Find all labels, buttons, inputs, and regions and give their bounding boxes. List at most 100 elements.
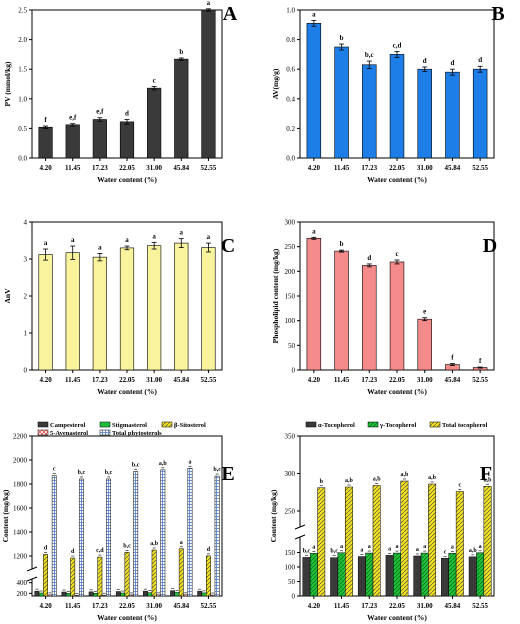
panel-E: 200 400 1200 1400 1600 1800 2000 2200 d c 4.20 d b,c… [1,421,235,622]
x-tick-label: 17.23 [361,602,377,610]
significance-label: a [388,546,391,552]
y-tick-label: 400 [17,579,28,587]
x-tick-label: 4.20 [39,602,52,610]
bar [174,242,189,371]
y-tick-label: 100 [285,317,296,325]
bar [119,121,135,159]
legend-label: γ-Tocopherol [379,422,416,429]
bar [147,87,162,159]
bar [389,54,405,159]
y-tick-label: 250 [285,243,296,251]
y-tick-label: 150 [285,549,296,557]
panel-D: 0 50 100 150 200 250 300 a 4.20 b 11.45 d 17.23 c 22.0… [271,219,497,397]
bar [372,485,381,597]
significance-label: a [451,544,454,550]
bar [97,556,103,597]
bar [337,552,346,597]
bar [472,68,488,159]
bar [61,591,67,597]
significance-label: d [423,57,427,65]
significance-label: a [479,544,482,550]
significance-label: a [152,232,156,240]
y-tick-label: 200 [17,590,28,598]
bar [197,590,203,597]
significance-label: d [207,547,211,553]
significance-label: c,d [393,41,402,49]
significance-label: a [207,233,211,241]
bar [476,552,485,597]
significance-label: a [396,544,399,550]
x-tick-label: 52.55 [472,164,488,172]
x-tick-label: 22.05 [389,164,405,172]
axis-break-mark [294,524,306,530]
significance-label: c [458,483,461,489]
y-tick-label: 4 [24,219,28,227]
y-tick-label: 200 [285,268,296,276]
bar [417,68,432,159]
x-tick-label: 31.00 [417,164,433,172]
bar [174,592,180,597]
bar [309,553,318,597]
significance-label: b,c [78,470,86,476]
x-axis-label: Water content (%) [367,175,427,184]
panel-letter: E [221,463,234,485]
bar [34,590,40,597]
significance-label: a [416,547,419,553]
bar [417,318,432,371]
legend-label: 5-Avenasterol [50,430,88,437]
y-axis-label: Content (mg/kg) [1,489,10,542]
legend-swatch [367,421,379,428]
bar [151,549,157,597]
y-tick-label: 2.0 [18,36,27,44]
bar [160,469,166,597]
axis-break-mark [26,566,38,572]
significance-label: a [312,544,315,550]
x-tick-label: 17.23 [92,602,108,610]
axis-break-gap [296,527,304,537]
significance-label: a,b [345,478,354,484]
y-tick-label: 1.5 [18,66,27,74]
bar [70,557,76,597]
legend-swatch [99,429,111,436]
bar [201,247,216,371]
x-tick-label: 45.84 [445,164,461,172]
y-tick-label: 1400 [13,529,28,537]
bar [393,552,401,597]
y-tick-label: 0.4 [286,95,295,103]
panel-letter: A [223,3,238,25]
x-axis-label: Water content (%) [97,387,157,396]
x-tick-label: 17.23 [92,164,108,172]
significance-label: f [44,116,47,124]
x-tick-label: 52.55 [201,602,217,610]
panel-letter: C [221,235,235,257]
significance-label: a [368,544,371,550]
y-tick-label: 0.2 [286,125,295,133]
bar [334,46,349,159]
x-tick-label: 52.55 [472,602,488,610]
bar [400,480,409,597]
significance-label: d [450,59,454,67]
bar [302,557,311,597]
x-tick-label: 45.84 [445,376,461,384]
significance-label: d [478,56,482,64]
significance-label: c [53,467,56,473]
legend-swatch [161,421,173,428]
legend-label: Stigmasterol [112,422,147,429]
legend-swatch [429,421,441,428]
significance-label: c [153,76,156,84]
significance-label: b,c [213,467,221,473]
y-tick-label: 2 [24,293,28,301]
significance-label: a [207,0,211,7]
bar [206,555,211,597]
y-tick-label: 2200 [13,433,28,441]
significance-label: b,c [132,463,140,469]
legend-label: β-Sitosterol [174,422,206,429]
significance-label: a,b [484,477,493,483]
bar [420,552,429,597]
x-axis-label: Water content (%) [97,613,157,622]
x-tick-label: 31.00 [417,376,433,384]
significance-label: d [125,110,129,118]
x-tick-label: 11.45 [334,602,350,610]
bar [345,486,353,597]
